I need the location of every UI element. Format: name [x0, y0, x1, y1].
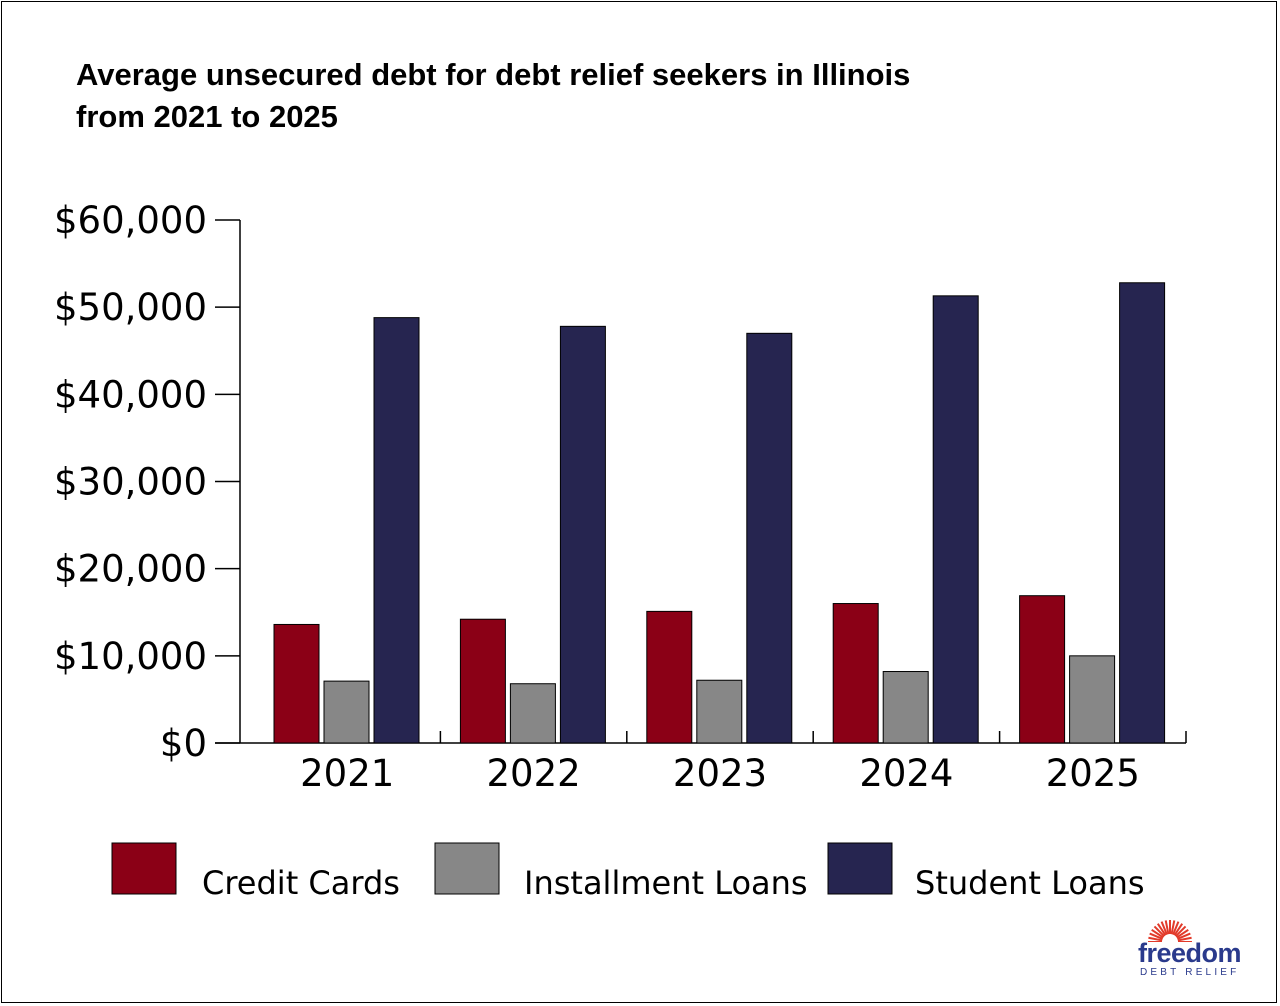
- logo-wordmark: freedom: [1138, 938, 1242, 968]
- y-tick-label: $0: [160, 722, 207, 765]
- bar-installment-loans-2025: [1069, 655, 1116, 744]
- legend: Credit Cards Installment Loans Student Loa…: [111, 842, 1145, 902]
- bar-credit-cards-2024: [832, 603, 879, 744]
- chart-title-line-2: from 2021 to 2025: [76, 99, 338, 134]
- bar-installment-loans-2024: [882, 671, 929, 744]
- bar-student-loans-2022: [559, 325, 606, 744]
- bar-student-loans-2025: [1119, 282, 1166, 744]
- bar-installment-loans-2021: [323, 680, 370, 744]
- x-tick-label: 2025: [1046, 752, 1140, 795]
- bar-credit-cards-2025: [1019, 595, 1066, 744]
- x-tick-label: 2022: [487, 752, 581, 795]
- x-tick-label: 2023: [673, 752, 767, 795]
- legend-label-installment-loans: Installment Loans: [524, 864, 808, 902]
- sunburst-icon: [1148, 920, 1192, 942]
- legend-label-student-loans: Student Loans: [915, 864, 1145, 902]
- x-axis: 2021 2022 2023 2024 2025: [215, 731, 1187, 795]
- legend-swatch-student-loans: [827, 842, 893, 895]
- y-tick-label: $40,000: [54, 373, 207, 416]
- y-tick-label: $50,000: [54, 286, 207, 329]
- legend-label-credit-cards: Credit Cards: [202, 864, 400, 902]
- chart-title-line-1: Average unsecured debt for debt relief s…: [76, 57, 911, 92]
- y-tick-label: $20,000: [54, 548, 207, 591]
- bar-student-loans-2021: [373, 317, 420, 744]
- freedom-logo: freedom DEBT RELIEF: [1132, 912, 1252, 982]
- bar-student-loans-2023: [746, 332, 793, 744]
- logo-subtitle: DEBT RELIEF: [1140, 967, 1240, 978]
- y-axis: $0 $10,000 $20,000 $30,000 $40,000 $50,000 $60…: [54, 199, 241, 765]
- y-tick-label: $60,000: [54, 199, 207, 242]
- bar-credit-cards-2022: [459, 618, 506, 744]
- chart-title: Average unsecured debt for debt relief s…: [76, 54, 910, 138]
- y-tick-label: $30,000: [54, 461, 207, 504]
- y-tick-label: $10,000: [54, 635, 207, 678]
- legend-swatch-installment-loans: [434, 842, 500, 895]
- bar-installment-loans-2022: [509, 683, 556, 744]
- bars: [273, 282, 1166, 744]
- x-tick-label: 2024: [859, 752, 953, 795]
- bar-student-loans-2024: [932, 295, 979, 744]
- legend-swatch-credit-cards: [111, 842, 177, 895]
- bar-installment-loans-2023: [696, 679, 743, 744]
- bar-credit-cards-2023: [646, 610, 693, 744]
- bar-credit-cards-2021: [273, 623, 320, 744]
- x-tick-label: 2021: [300, 752, 394, 795]
